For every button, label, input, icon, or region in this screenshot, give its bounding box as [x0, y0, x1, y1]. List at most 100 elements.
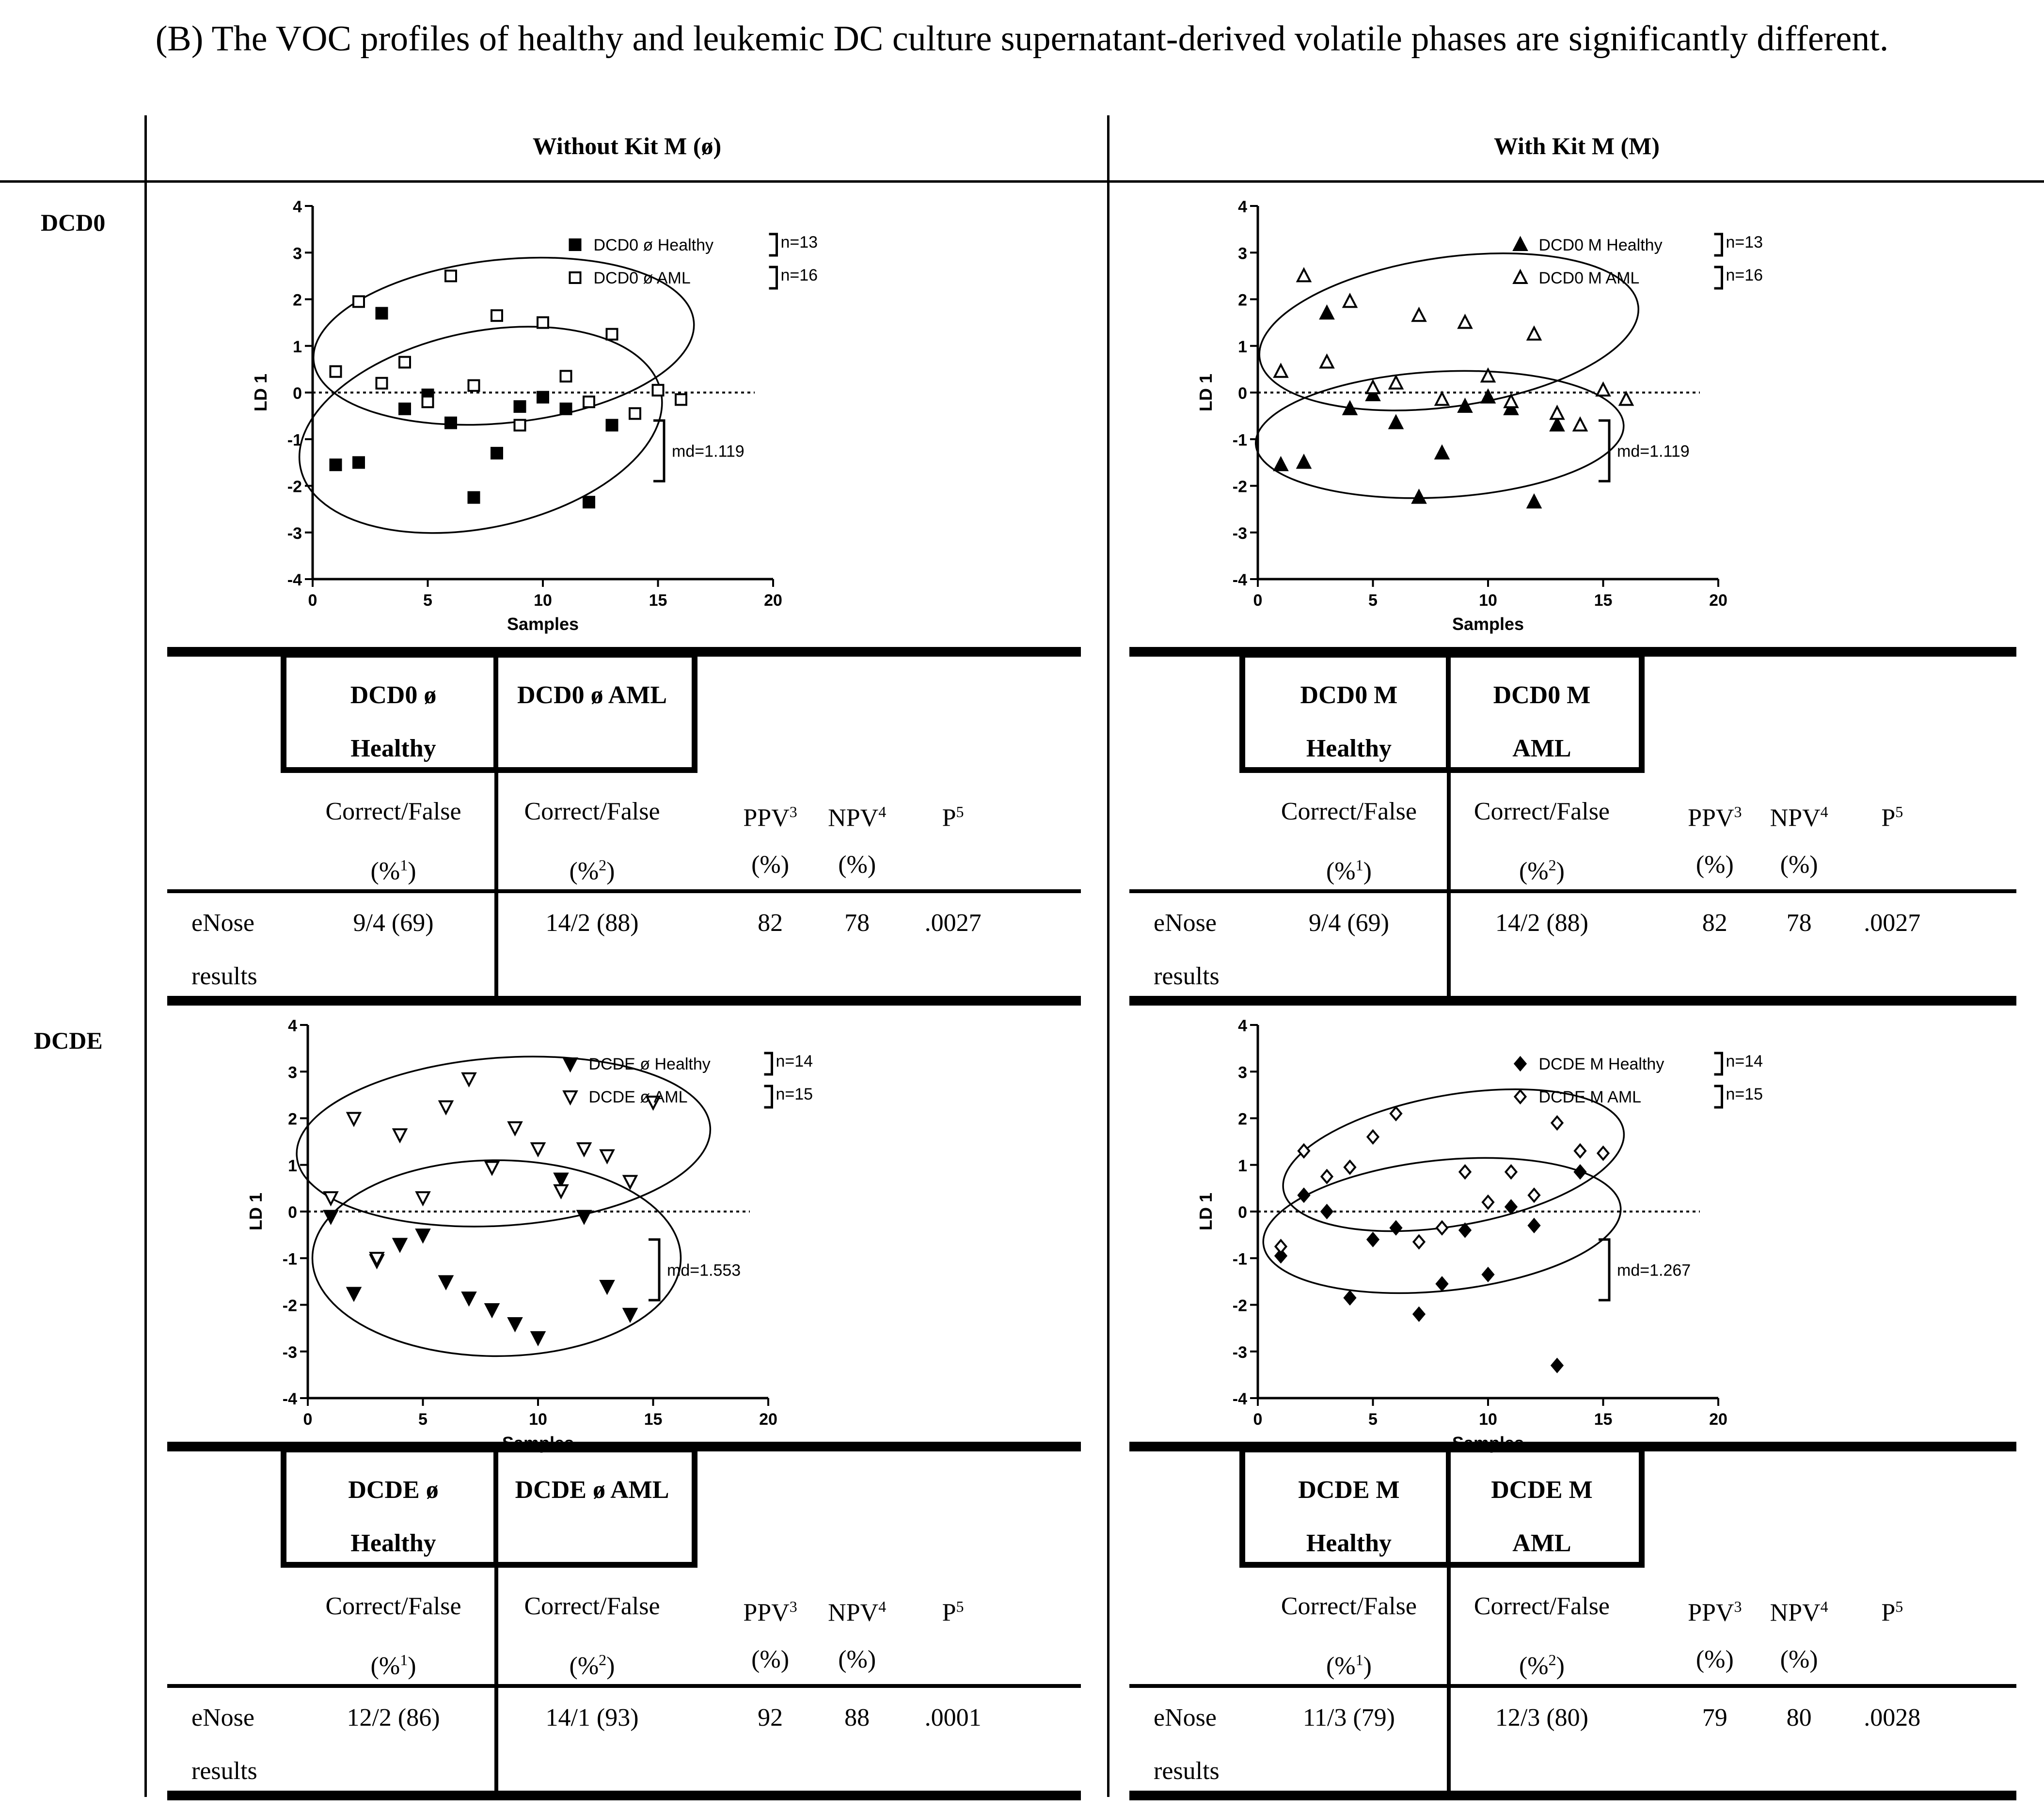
data-point-healthy — [1342, 400, 1358, 415]
y-tick-label: -3 — [283, 1343, 297, 1362]
data-point-healthy — [438, 1275, 454, 1291]
x-tick-label: 20 — [1709, 1410, 1727, 1429]
legend-marker — [1512, 236, 1528, 251]
header-aml: DCDE ø AML — [515, 1476, 669, 1504]
row-label-results: results — [1154, 1757, 1220, 1785]
cf-label-healthy: Correct/False — [1281, 1592, 1417, 1620]
data-point-aml — [1274, 1239, 1288, 1255]
left-column-divider — [144, 115, 147, 1797]
data-point-aml — [369, 1252, 385, 1267]
legend-label: DCDE ø AML — [589, 1088, 688, 1106]
data-point-aml — [1526, 325, 1542, 341]
data-point-healthy — [1411, 488, 1427, 504]
npv-label: NPV4 — [828, 803, 887, 832]
middle-column-divider — [1107, 115, 1109, 1797]
data-point-healthy — [392, 1238, 408, 1253]
x-tick-label: 20 — [759, 1410, 777, 1429]
header-healthy: DCD0 M — [1300, 681, 1398, 709]
value-npv: 78 — [1786, 909, 1812, 937]
table-bottom-rule — [1129, 996, 2016, 1006]
data-point-healthy — [1388, 414, 1404, 429]
value-aml: 14/2 (88) — [1495, 909, 1588, 937]
md-annotation: md=1.119 — [672, 442, 745, 460]
y-axis-label: LD 1 — [251, 374, 270, 411]
data-point-healthy — [1273, 456, 1289, 472]
value-healthy: 11/3 (79) — [1302, 1704, 1395, 1732]
legend-marker — [562, 1090, 578, 1106]
group-header-box — [1239, 652, 1645, 773]
data-point-healthy — [1457, 397, 1473, 413]
header-aml: DCD0 ø AML — [517, 681, 667, 709]
data-point-aml — [507, 1121, 523, 1137]
y-tick-label: -2 — [1233, 478, 1247, 496]
data-point-healthy — [1320, 1203, 1334, 1220]
legend-label: DCD0 ø AML — [594, 269, 691, 287]
ppv-label: PPV3 — [743, 803, 797, 832]
ppv-pct: (%) — [751, 1646, 790, 1673]
data-point-healthy — [461, 1291, 477, 1307]
y-axis-label: LD 1 — [1196, 374, 1216, 411]
pct1-label: (%1) — [1326, 856, 1372, 885]
legend-bracket — [1714, 1085, 1723, 1109]
y-tick-label: -2 — [287, 478, 302, 496]
header-aml: DCDE M — [1491, 1476, 1593, 1504]
legend-label: DCDE ø Healthy — [589, 1055, 711, 1073]
x-tick-label: 10 — [534, 591, 552, 610]
data-point-healthy — [1527, 1217, 1541, 1233]
data-point-aml — [645, 1095, 661, 1111]
cf-label-healthy: Correct/False — [325, 1592, 461, 1620]
superscript: 3 — [1734, 803, 1742, 820]
group-header-divider — [493, 1447, 498, 1568]
cluster-ellipse-healthy — [1262, 1157, 1622, 1294]
md-bracket — [653, 419, 665, 483]
group-header-divider — [1445, 652, 1451, 773]
superscript: 2 — [599, 1651, 607, 1669]
y-tick-label: 3 — [288, 1063, 297, 1082]
y-tick-label: -1 — [1233, 431, 1247, 449]
data-point-healthy — [323, 1210, 339, 1225]
md-bracket — [1599, 419, 1611, 483]
x-tick-label: 0 — [308, 591, 317, 610]
table-bottom-rule — [167, 996, 1081, 1006]
npv-label: NPV4 — [1770, 803, 1828, 832]
value-npv: 88 — [844, 1704, 870, 1732]
x-tick-label: 5 — [1368, 1410, 1378, 1429]
superscript: 3 — [789, 803, 797, 820]
y-tick-label: 2 — [1238, 1110, 1247, 1129]
data-point-aml — [513, 419, 526, 432]
value-ppv: 82 — [1702, 909, 1727, 937]
legend-bracket — [764, 1052, 773, 1076]
value-healthy: 9/4 (69) — [353, 909, 434, 937]
legend-bracket — [769, 233, 778, 257]
data-point-aml — [1412, 1234, 1426, 1250]
legend-n: n=14 — [1726, 1052, 1763, 1071]
value-p: .0028 — [1864, 1704, 1921, 1732]
data-point-aml — [1388, 374, 1404, 390]
table-bottom-rule — [1129, 1791, 2016, 1800]
data-point-aml — [1618, 391, 1634, 406]
pct2-label: (%2) — [569, 1651, 615, 1680]
y-tick-label: -4 — [283, 1390, 297, 1408]
header-rule — [167, 889, 1081, 893]
row-label-results: results — [191, 962, 257, 990]
header-rule — [1129, 1684, 2016, 1688]
data-point-aml — [553, 1184, 569, 1200]
data-point-healthy — [1573, 1164, 1587, 1180]
legend-bracket — [764, 1085, 773, 1109]
legend-bracket — [1714, 266, 1723, 290]
y-tick-label: 1 — [288, 1157, 297, 1175]
data-point-aml — [1434, 391, 1450, 406]
data-point-aml — [1457, 314, 1473, 329]
row-label-enose: eNose — [191, 1704, 254, 1732]
y-tick-label: 3 — [1238, 1063, 1247, 1082]
cf-label-aml: Correct/False — [524, 798, 660, 825]
superscript: 2 — [599, 856, 607, 874]
data-point-healthy — [559, 402, 572, 415]
legend-label: DCD0 ø Healthy — [594, 236, 714, 254]
legend-bracket — [1714, 233, 1723, 257]
value-p: .0001 — [924, 1704, 982, 1732]
data-point-aml — [537, 316, 549, 329]
